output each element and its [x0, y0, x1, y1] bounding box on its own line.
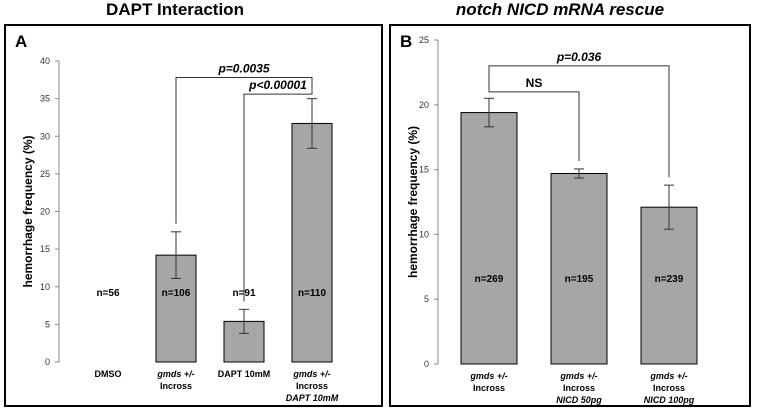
significance-label: p=0.0035	[217, 62, 269, 76]
y-tick-label: 5	[45, 319, 50, 329]
chart-a-title: DAPT Interaction	[106, 0, 244, 19]
x-tick-label: gmds +/-	[559, 371, 597, 381]
y-tick-label: 0	[424, 359, 429, 369]
x-tick-label: DAPT 10mM	[286, 393, 339, 403]
chart-a-plot: 0 5 10 15 20 25 30 35 40 hemorrhage frequency (%)…	[21, 56, 339, 403]
x-tick-label: NICD 50pg	[556, 395, 602, 405]
panel-letter-b: B	[400, 32, 413, 51]
chart-b-plot: 0 5 10 15 20 25 hemorrhage frequency (%) n=269 g…	[406, 35, 698, 405]
chart-b-panel: B 0 5 10 15 20 25 hemorrhage frequency (%) n=26…	[389, 24, 751, 407]
significance-label: p=0.036	[556, 50, 602, 64]
n-label: n=110	[298, 288, 327, 299]
y-axis-label: hemorrhage frequency (%)	[406, 126, 420, 278]
x-tick-label: Incross	[563, 383, 595, 393]
n-label: n=56	[96, 288, 120, 299]
significance-label: NS	[526, 76, 543, 90]
y-tick-label: 30	[40, 131, 50, 141]
significance-bracket	[488, 90, 580, 161]
x-tick-label: Incross	[653, 383, 685, 393]
x-tick-label: gmds +/-	[156, 369, 194, 379]
bar	[460, 112, 518, 365]
bar	[550, 172, 608, 365]
y-tick-label: 5	[424, 294, 429, 304]
x-tick-label: DMSO	[95, 369, 122, 379]
chart-b-title: notch NICD mRNA rescue	[455, 0, 665, 19]
bar	[291, 122, 333, 363]
y-tick-label: 0	[45, 357, 50, 367]
chart-a-panel: A 0 5 10 15 20 25 30 35 40 hemorrhage frequency (…	[4, 24, 383, 407]
y-axis-label: hemorrhage frequency (%)	[21, 135, 35, 287]
x-tick-label: Incross	[296, 381, 328, 391]
panel-letter-a: A	[15, 32, 28, 51]
x-tick-label: DAPT 10mM	[218, 369, 271, 379]
y-tick-label: 20	[419, 100, 429, 110]
significance-bracket	[175, 77, 313, 224]
x-tick-label: gmds +/-	[469, 371, 507, 381]
y-tick-label: 15	[40, 244, 50, 254]
x-tick-label: Incross	[473, 383, 505, 393]
n-label: n=269	[475, 274, 504, 285]
significance-bracket	[243, 90, 313, 302]
n-label: n=106	[162, 288, 191, 299]
significance-bracket	[488, 65, 670, 178]
y-tick-label: 25	[40, 169, 50, 179]
n-label: n=239	[655, 274, 684, 285]
y-tick-label: 20	[40, 207, 50, 217]
n-label: n=195	[565, 274, 594, 285]
y-tick-label: 25	[419, 35, 429, 45]
y-tick-label: 10	[40, 282, 50, 292]
x-tick-label: gmds +/-	[649, 371, 687, 381]
x-tick-label: gmds +/-	[292, 369, 330, 379]
bar	[640, 206, 698, 365]
y-tick-label: 35	[40, 94, 50, 104]
significance-label: p<0.00001	[248, 78, 307, 92]
x-tick-label: Incross	[160, 381, 192, 391]
y-tick-label: 10	[419, 229, 429, 239]
y-tick-label: 40	[40, 56, 50, 66]
y-tick-label: 15	[419, 165, 429, 175]
x-tick-label: NICD 100pg	[644, 395, 695, 405]
